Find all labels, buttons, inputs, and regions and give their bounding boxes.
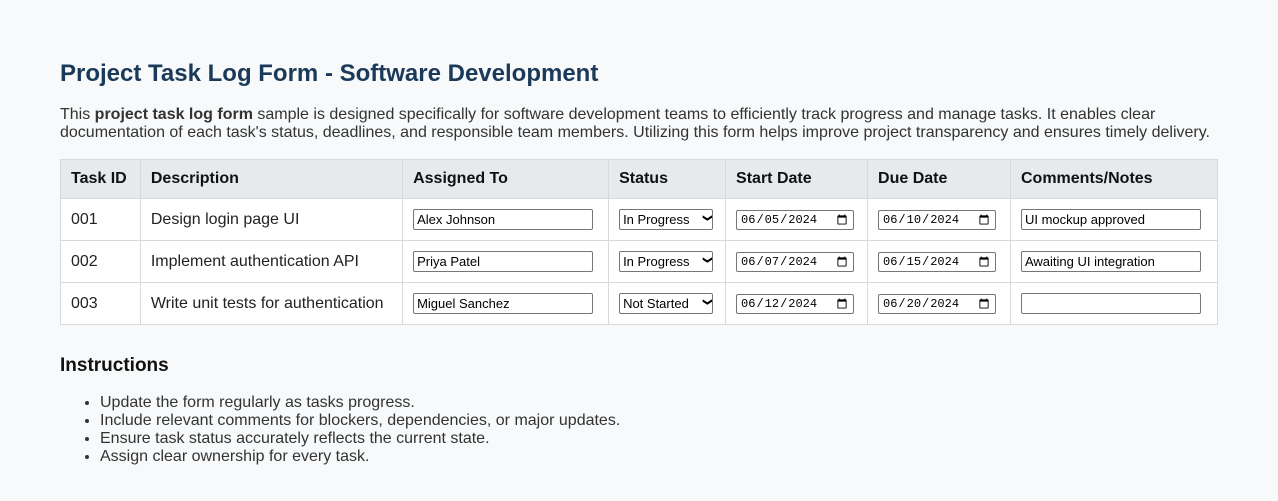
due-date-input[interactable] — [878, 209, 997, 230]
header-description: Description — [139, 159, 404, 199]
comments-input[interactable] — [1020, 209, 1201, 230]
status-value: Not Started — [623, 296, 689, 311]
status-cell: In Progress ❯ — [608, 198, 727, 241]
assigned-to-input[interactable]: Alex Johnson — [413, 209, 594, 230]
due-cell — [867, 282, 1011, 325]
chevron-down-icon: ❯ — [702, 256, 713, 264]
assigned-cell: Miguel Sanchez — [402, 282, 610, 325]
page-title: Project Task Log Form - Software Develop… — [60, 60, 599, 87]
assigned-to-input[interactable]: Miguel Sanchez — [413, 293, 594, 314]
start-cell — [725, 282, 869, 325]
header-comments: Comments/Notes — [1009, 159, 1219, 199]
assigned-cell: Alex Johnson — [402, 198, 610, 241]
intro-paragraph: This project task log form sample is des… — [60, 106, 1218, 142]
header-row: Task ID Description Assigned To Status S… — [60, 159, 1219, 199]
intro-text: This — [60, 106, 95, 123]
task-description: Implement authentication API — [139, 240, 404, 283]
status-value: In Progress — [623, 254, 690, 269]
comments-input[interactable] — [1020, 251, 1201, 272]
status-select[interactable]: In Progress ❯ — [619, 209, 714, 230]
status-select[interactable]: Not Started ❯ — [619, 293, 714, 314]
task-table: Task ID Description Assigned To Status S… — [60, 159, 1219, 325]
header-start-date: Start Date — [725, 159, 869, 199]
task-id: 002 — [60, 240, 141, 283]
page-content: Project Task Log Form - Software Develop… — [60, 58, 1219, 466]
chevron-down-icon: ❯ — [702, 298, 713, 306]
intro-text-rest: sample is designed specifically for soft… — [60, 106, 1210, 141]
due-date-input[interactable] — [878, 251, 997, 272]
start-cell — [725, 198, 869, 241]
comments-cell — [1009, 198, 1219, 241]
comments-cell — [1009, 282, 1219, 325]
task-id: 001 — [60, 198, 141, 241]
task-description: Write unit tests for authentication — [139, 282, 404, 325]
header-task-id: Task ID — [60, 159, 141, 199]
status-value: In Progress — [623, 212, 690, 227]
table-row: 001 Design login page UI Alex Johnson In Pr… — [60, 198, 1219, 241]
header-due-date: Due Date — [867, 159, 1011, 199]
comments-input[interactable] — [1020, 293, 1201, 314]
instructions-list: Update the form regularly as tasks progr… — [60, 394, 1218, 466]
instruction-item: Update the form regularly as tasks progr… — [100, 394, 1218, 412]
assigned-to-input[interactable]: Priya Patel — [413, 251, 594, 272]
due-cell — [867, 240, 1011, 283]
due-cell — [867, 198, 1011, 241]
header-status: Status — [608, 159, 727, 199]
start-date-input[interactable] — [736, 293, 855, 314]
due-date-input[interactable] — [878, 293, 997, 314]
start-date-input[interactable] — [736, 209, 855, 230]
status-cell: In Progress ❯ — [608, 240, 727, 283]
table-row: 003 Write unit tests for authentication Mi… — [60, 282, 1219, 325]
start-date-input[interactable] — [736, 251, 855, 272]
status-cell: Not Started ❯ — [608, 282, 727, 325]
intro-bold: project task log form — [94, 106, 253, 123]
status-select[interactable]: In Progress ❯ — [619, 251, 714, 272]
task-id: 003 — [60, 282, 141, 325]
start-cell — [725, 240, 869, 283]
task-description: Design login page UI — [139, 198, 404, 241]
comments-cell — [1009, 240, 1219, 283]
instruction-item: Ensure task status accurately reflects t… — [100, 430, 1218, 448]
table-row: 002 Implement authentication API Priya Pat… — [60, 240, 1219, 283]
instructions-heading: Instructions — [60, 355, 169, 376]
assigned-cell: Priya Patel — [402, 240, 610, 283]
instruction-item: Assign clear ownership for every task. — [100, 448, 1218, 466]
chevron-down-icon: ❯ — [702, 214, 713, 222]
header-assigned-to: Assigned To — [402, 159, 610, 199]
instruction-item: Include relevant comments for blockers, … — [100, 412, 1218, 430]
